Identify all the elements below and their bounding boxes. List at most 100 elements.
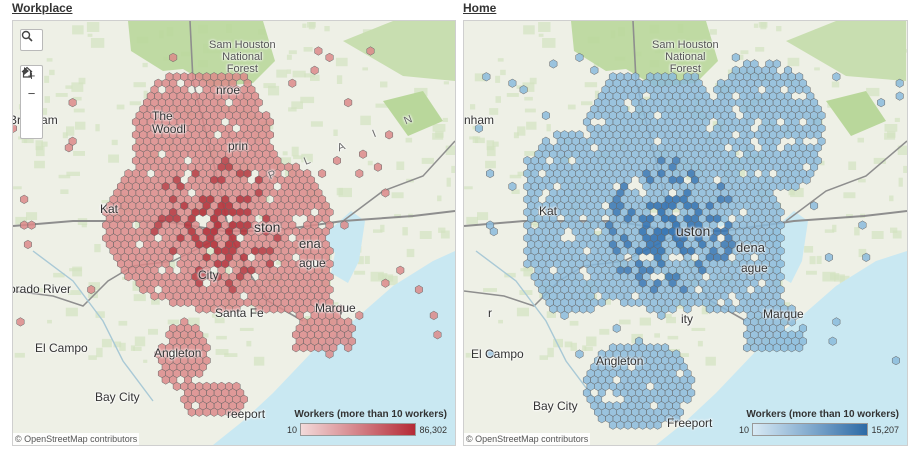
terrain-patch [310, 74, 320, 81]
hex-cell [895, 91, 904, 101]
map-attribution[interactable]: © OpenStreetMap contributors [13, 433, 140, 445]
workplace-map[interactable]: Sam Houston National Forest nroe Brenham… [12, 20, 456, 446]
search-icon[interactable] [21, 30, 42, 48]
hex-cell [579, 304, 588, 314]
terrain-patch [73, 151, 85, 156]
panel-title: Home [463, 1, 497, 15]
terrain-patch [755, 47, 765, 52]
terrain-patch [375, 103, 389, 108]
terrain-patch [71, 82, 84, 92]
terrain-patch [202, 333, 209, 338]
hex-cell [642, 246, 651, 256]
terrain-patch [108, 154, 119, 163]
map-attribution[interactable]: © OpenStreetMap contributors [464, 433, 591, 445]
terrain-patch [380, 81, 388, 88]
hex-cell [385, 130, 394, 140]
terrain-patch [215, 349, 229, 355]
terrain-patch [73, 108, 85, 113]
terrain-patch [701, 307, 709, 315]
place-angleton: Angleton [596, 354, 644, 368]
terrain-patch [406, 248, 415, 258]
terrain-patch [258, 213, 265, 220]
map-search-button[interactable] [20, 29, 43, 51]
terrain-patch [66, 171, 80, 176]
terrain-patch [133, 82, 146, 88]
legend-title: Workers (more than 10 workers) [746, 409, 899, 420]
place-woodlands: The Woodl [152, 109, 186, 136]
terrain-patch [790, 187, 804, 198]
terrain-patch [35, 146, 45, 157]
terrain-patch [848, 161, 857, 170]
hex-cell [344, 343, 353, 353]
terrain-patch [13, 186, 22, 190]
hex-cell [806, 130, 815, 140]
terrain-patch [119, 342, 126, 351]
place-katy: Kat [539, 204, 558, 218]
zoom-out-button[interactable]: − [27, 85, 36, 101]
terrain-patch [151, 298, 160, 305]
terrain-patch [475, 137, 485, 144]
terrain-patch [666, 316, 676, 324]
home-map[interactable]: Sam Houston National Forest nham Kat ust… [463, 20, 908, 446]
terrain-patch [250, 307, 257, 315]
hex-cell [672, 414, 681, 424]
terrain-patch [509, 174, 522, 179]
terrain-patch [804, 246, 814, 253]
terrain-patch [279, 157, 292, 165]
terrain-patch [486, 140, 495, 151]
terrain-patch [697, 340, 703, 347]
hex-cell [344, 98, 353, 108]
hex-cell [560, 310, 569, 321]
hex-cell [433, 330, 442, 340]
terrain-patch [364, 255, 370, 264]
terrain-patch [470, 104, 476, 110]
terrain-patch [806, 270, 817, 275]
hex-cell [299, 343, 308, 353]
hex-cell [612, 388, 621, 398]
place-league: ague [741, 261, 768, 275]
terrain-patch [286, 54, 292, 60]
place-marque: Marque [315, 301, 356, 315]
hex-cell [653, 420, 662, 430]
river-line [32, 250, 154, 402]
hex-cell [314, 343, 323, 353]
zoom-in-button[interactable]: + [27, 67, 36, 83]
terrain-patch [546, 311, 556, 318]
terrain-patch [307, 22, 316, 28]
hex-cell [482, 72, 491, 82]
terrain-patch [142, 62, 148, 68]
terrain-patch [95, 311, 105, 318]
terrain-patch [78, 77, 86, 85]
terrain-patch [516, 307, 529, 317]
terrain-patch [485, 160, 496, 169]
terrain-patch [538, 33, 544, 37]
home-legend: Workers (more than 10 workers) 10 15,207 [739, 409, 899, 436]
terrain-patch [736, 167, 746, 177]
terrain-patch [300, 96, 315, 104]
terrain-patch [529, 77, 537, 85]
hex-cell [828, 336, 837, 346]
terrain-patch [310, 121, 323, 127]
play-icon[interactable] [21, 67, 42, 138]
terrain-patch [53, 272, 65, 278]
terrain-patch [776, 26, 782, 32]
legend-gradient [300, 423, 417, 436]
terrain-patch [553, 338, 563, 348]
hex-cell [575, 349, 584, 359]
hex-cell [895, 78, 904, 88]
hex-cell [795, 343, 804, 353]
home-icon[interactable] [21, 66, 42, 120]
hex-cell [635, 297, 643, 308]
terrain-patch [288, 107, 297, 112]
place-colorado-river: r [488, 306, 492, 320]
terrain-patch [41, 141, 48, 147]
hex-cell [620, 297, 629, 308]
map-canvas[interactable] [13, 21, 455, 445]
terrain-patch [526, 121, 537, 130]
terrain-patch [538, 22, 551, 32]
hex-cell [381, 188, 390, 198]
hex-cell [646, 420, 655, 430]
hex-cell [187, 407, 196, 417]
map-canvas[interactable] [464, 21, 907, 445]
terrain-patch [101, 200, 109, 204]
